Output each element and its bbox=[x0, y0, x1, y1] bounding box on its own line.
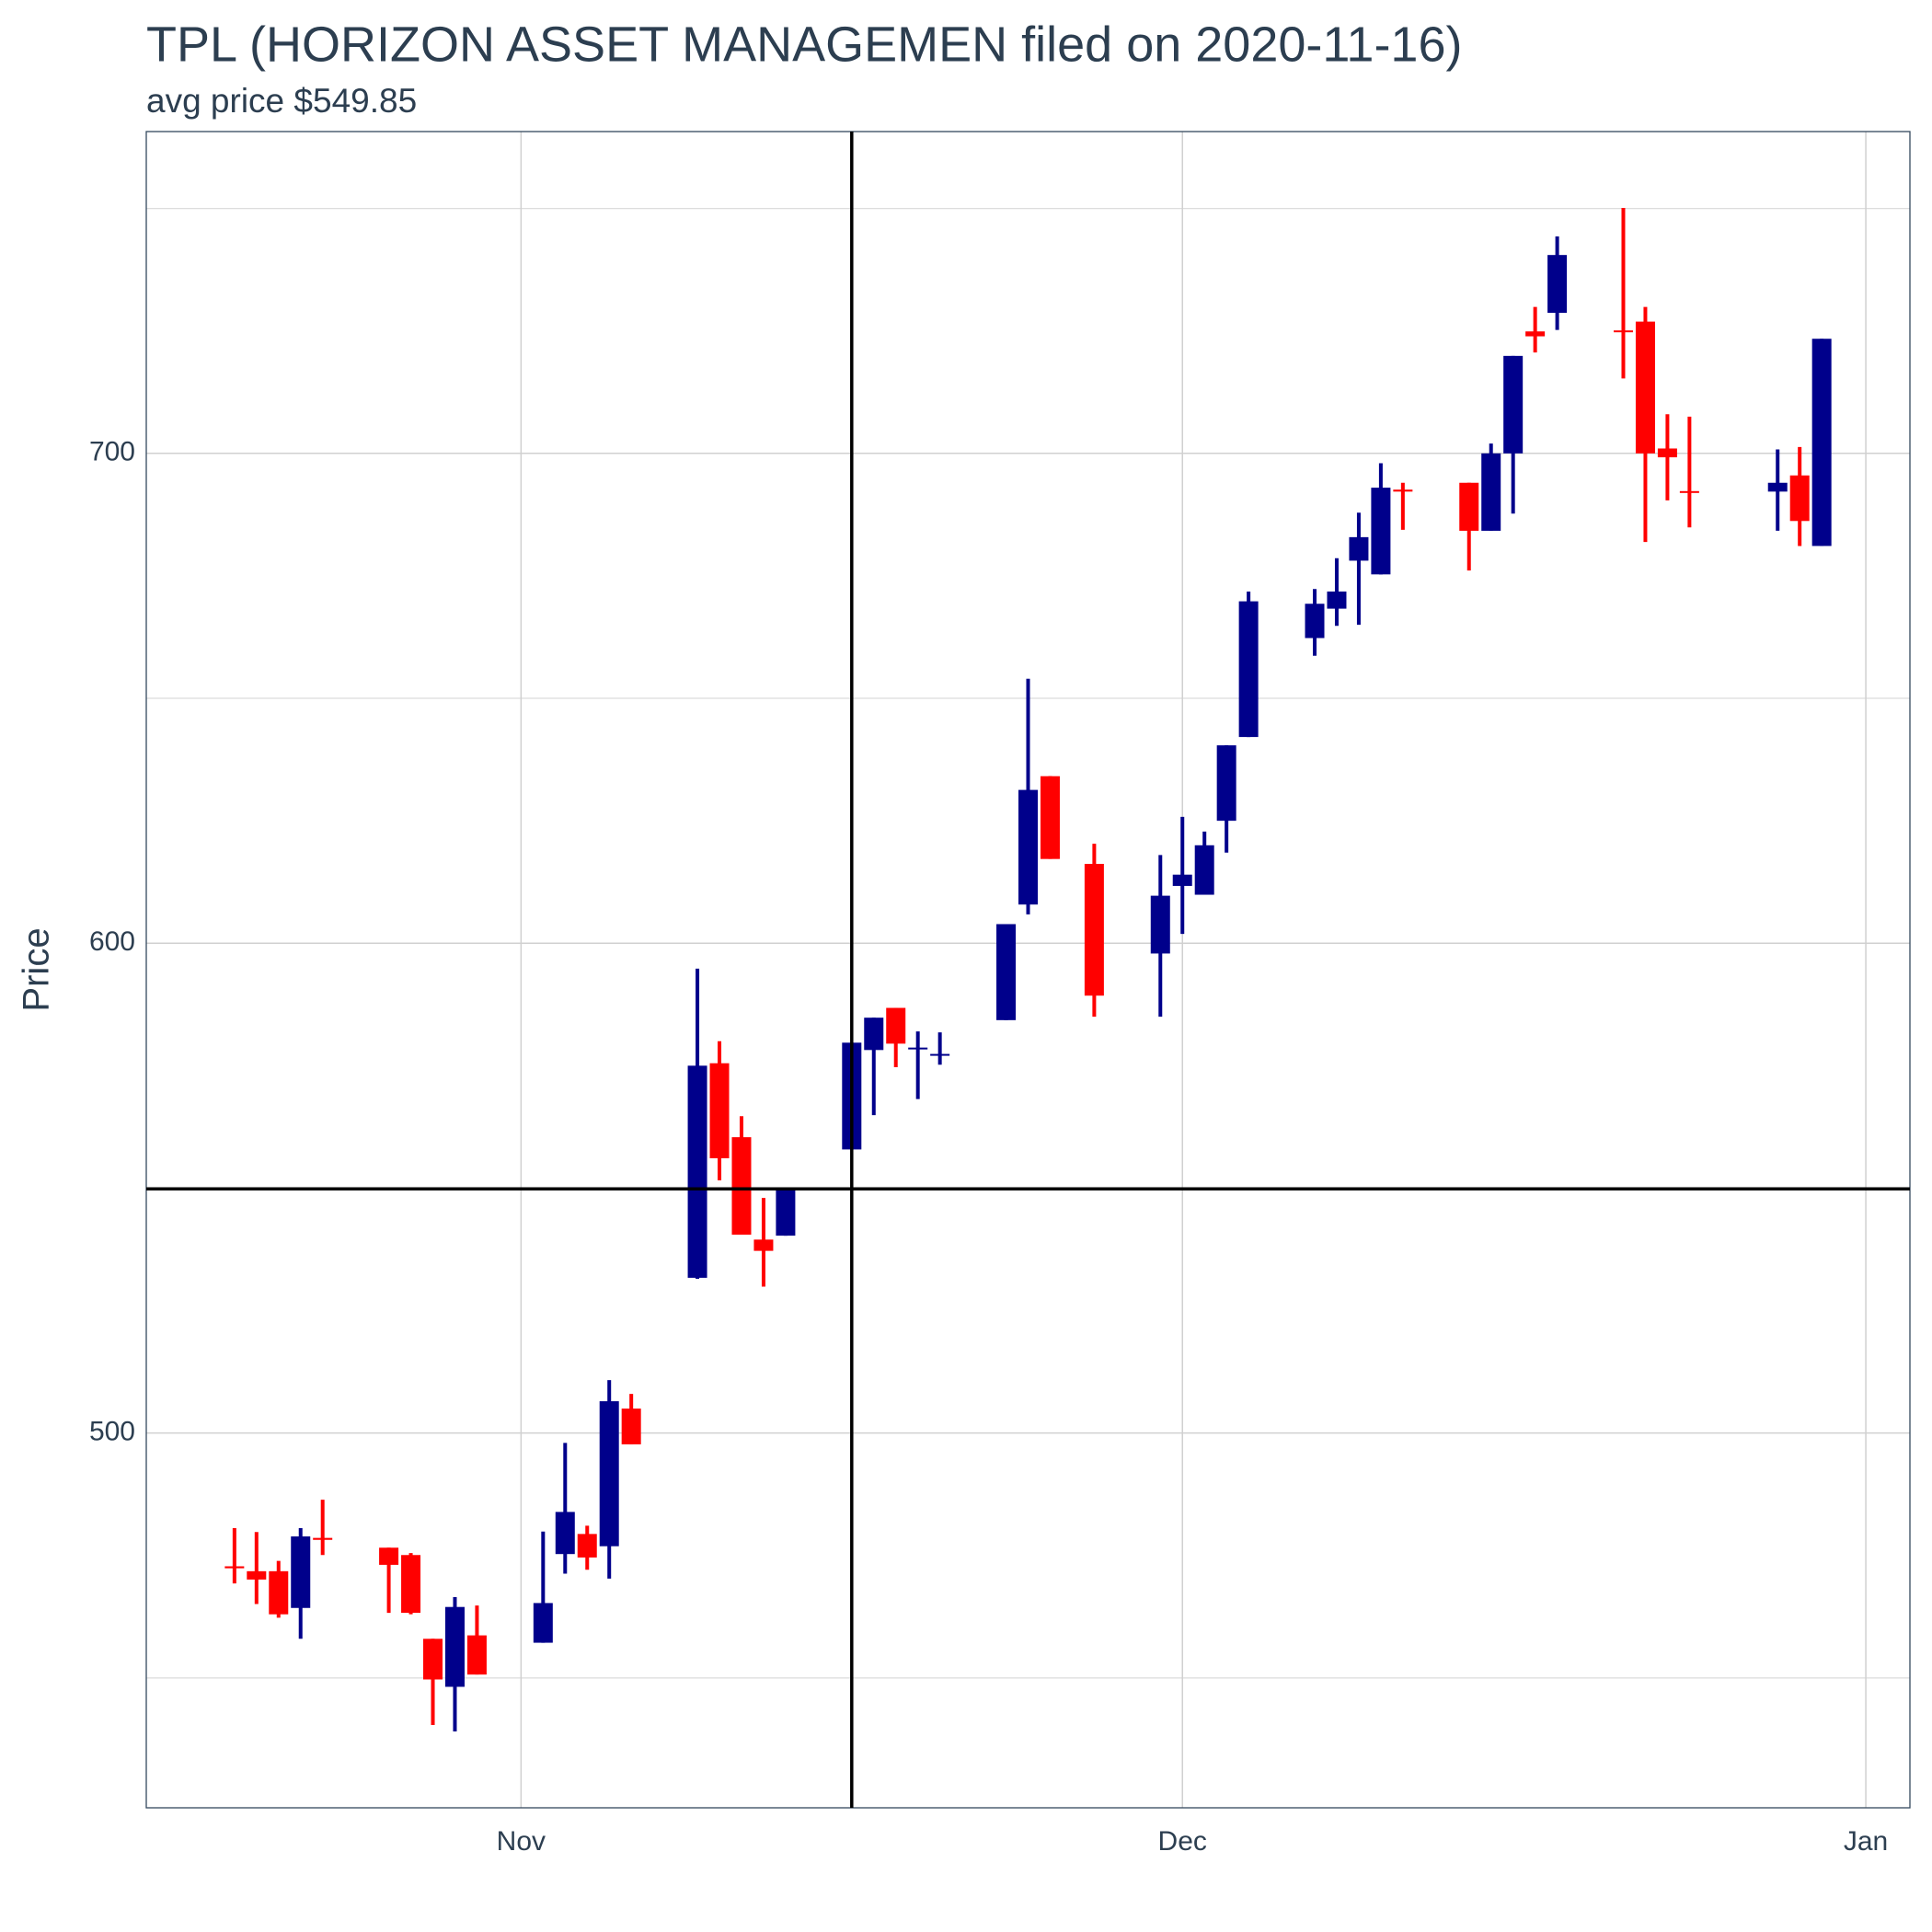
candle-body bbox=[247, 1570, 267, 1580]
candle-body bbox=[1657, 448, 1677, 458]
chart-subtitle: avg price $549.85 bbox=[146, 82, 417, 120]
plot-border bbox=[145, 131, 1911, 1809]
candle-body bbox=[1525, 331, 1546, 337]
candle-body bbox=[1811, 339, 1832, 546]
candle-body bbox=[577, 1534, 597, 1558]
candle-body bbox=[1767, 482, 1788, 492]
candle-body bbox=[1172, 874, 1192, 886]
candle-body bbox=[1481, 453, 1501, 531]
y-axis-label: Price bbox=[17, 927, 57, 1011]
candle-body bbox=[1679, 490, 1699, 493]
candle-body bbox=[1327, 591, 1347, 609]
candle-body bbox=[466, 1635, 487, 1675]
candle-body bbox=[1018, 789, 1038, 905]
candle-body bbox=[1150, 895, 1170, 954]
x-tick-label: Dec bbox=[1158, 1826, 1207, 1857]
candle-body bbox=[1238, 601, 1259, 738]
candle-body bbox=[1084, 863, 1104, 996]
candle-body bbox=[908, 1047, 928, 1050]
candle-body bbox=[776, 1187, 796, 1236]
candle-body bbox=[1040, 776, 1060, 859]
candle-body bbox=[930, 1053, 950, 1056]
chart-title: TPL (HORIZON ASSET MANAGEMEN filed on 20… bbox=[146, 17, 1462, 72]
candle-body bbox=[313, 1537, 333, 1540]
candle-body bbox=[687, 1065, 707, 1278]
candle-body bbox=[1789, 475, 1810, 522]
candle-body bbox=[996, 924, 1017, 1020]
y-tick-label: 500 bbox=[89, 1417, 135, 1447]
candle-body bbox=[1393, 489, 1413, 492]
candle-body bbox=[269, 1570, 289, 1615]
candle-body bbox=[864, 1018, 884, 1051]
candle-body bbox=[1305, 604, 1325, 638]
x-tick-label: Nov bbox=[497, 1826, 546, 1857]
candle-body bbox=[291, 1536, 311, 1608]
candle-body bbox=[555, 1512, 575, 1555]
candle-body bbox=[1194, 845, 1214, 895]
x-tick-label: Jan bbox=[1844, 1826, 1888, 1857]
candle-body bbox=[1371, 488, 1391, 575]
candle-body bbox=[731, 1137, 752, 1236]
candle-body bbox=[1503, 355, 1524, 454]
candle-body bbox=[1613, 330, 1633, 333]
candle-body bbox=[379, 1547, 399, 1565]
candle-body bbox=[709, 1063, 730, 1158]
candle-body bbox=[533, 1603, 553, 1643]
y-tick-label: 600 bbox=[89, 926, 135, 957]
candle-body bbox=[886, 1007, 906, 1044]
candle-body bbox=[444, 1606, 465, 1687]
candle-body bbox=[753, 1239, 774, 1251]
candle-body bbox=[621, 1409, 641, 1444]
candle-body bbox=[1216, 745, 1236, 822]
candle-body bbox=[1459, 482, 1479, 531]
candle-body bbox=[1635, 321, 1655, 454]
candle-body bbox=[224, 1566, 245, 1569]
candle-body bbox=[423, 1639, 443, 1680]
y-tick-label: 700 bbox=[89, 437, 135, 467]
candle-body bbox=[1349, 536, 1369, 561]
candle-body bbox=[401, 1555, 421, 1614]
candle-body bbox=[599, 1401, 619, 1547]
candle-body bbox=[1547, 255, 1568, 314]
